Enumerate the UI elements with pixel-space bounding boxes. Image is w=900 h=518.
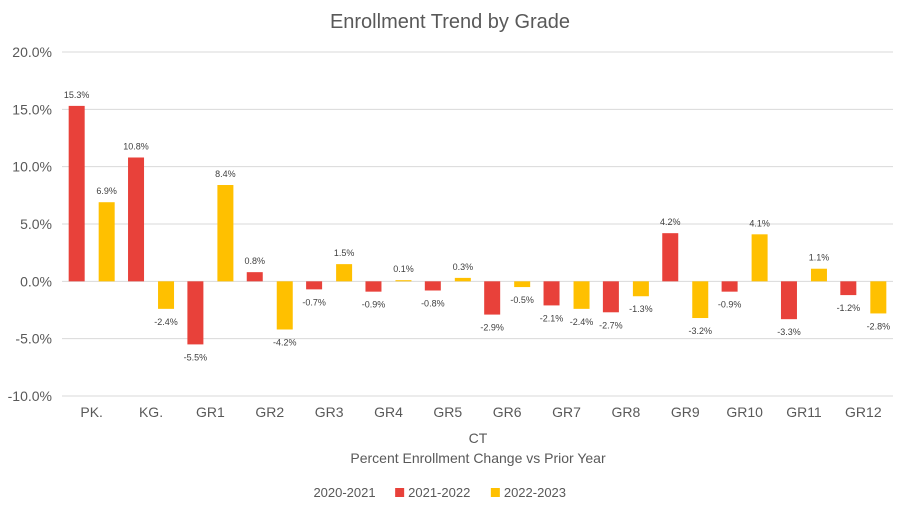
bar-2021-2022-GR3 [306, 281, 323, 290]
bars [68, 105, 887, 345]
bar-2022-2023-KG. [158, 281, 175, 309]
bar-2021-2022-PK. [68, 105, 85, 282]
bar-2021-2022-GR11 [780, 281, 797, 320]
bar-2021-2022-GR2 [246, 272, 263, 282]
data-label: -3.3% [777, 327, 801, 337]
bar-2021-2022-GR4 [365, 281, 382, 292]
y-tick-label: 5.0% [20, 216, 52, 232]
x-tick-label: GR11 [786, 404, 822, 420]
data-label: 0.8% [244, 256, 265, 266]
data-label: -0.8% [421, 299, 445, 309]
x-tick-label: GR4 [374, 404, 403, 420]
bar-2022-2023-GR11 [810, 268, 827, 282]
bar-2022-2023-PK. [98, 202, 115, 282]
chart-title: Enrollment Trend by Grade [330, 11, 570, 33]
bar-2021-2022-GR5 [424, 281, 441, 291]
data-label: 1.1% [809, 253, 830, 263]
data-label: 4.1% [749, 218, 770, 228]
data-label: 8.4% [215, 169, 236, 179]
bar-2021-2022-GR8 [602, 281, 619, 313]
bar-2022-2023-GR12 [870, 281, 887, 314]
data-label: -2.7% [599, 320, 623, 330]
data-label: -0.5% [510, 295, 534, 305]
y-tick-label: 20.0% [12, 44, 52, 60]
legend-label: 2022-2023 [504, 485, 566, 500]
data-label: -1.2% [837, 303, 861, 313]
data-label: -2.4% [570, 317, 594, 327]
bar-2022-2023-GR7 [573, 281, 590, 309]
data-label: -5.5% [184, 352, 208, 362]
x-tick-label: GR3 [315, 404, 344, 420]
legend: 2020-2021 2021-2022 2022-2023 [313, 485, 566, 500]
bar-2022-2023-GR5 [454, 277, 471, 282]
data-label: -2.9% [480, 323, 504, 333]
data-label: 1.5% [334, 248, 355, 258]
data-label: -2.1% [540, 313, 564, 323]
x-axis-tick-labels: PK. KG. GR1 GR2 GR3 GR4 GR5 GR6 GR7 GR8 GR9 GR10 GR1… [80, 404, 881, 420]
data-label: -0.9% [362, 300, 386, 310]
bar-2022-2023-GR4 [395, 280, 412, 282]
x-tick-label: GR6 [493, 404, 522, 420]
data-label: -4.2% [273, 337, 297, 347]
data-label: 4.2% [660, 217, 681, 227]
bar-2021-2022-GR10 [721, 281, 738, 292]
y-axis-tick-labels: -10.0% -5.0% 0.0% 5.0% 10.0% 15.0% 20.0% [8, 44, 52, 404]
data-label: -0.7% [302, 297, 326, 307]
x-tick-label: GR12 [845, 404, 882, 420]
x-tick-label: KG. [139, 404, 163, 420]
x-tick-label: GR1 [196, 404, 225, 420]
legend-label: 2020-2021 [313, 485, 375, 500]
bar-2021-2022-GR1 [187, 281, 204, 345]
bar-2022-2023-GR3 [336, 264, 353, 282]
data-label: -3.2% [688, 326, 712, 336]
data-label: 10.8% [123, 141, 149, 151]
bar-2021-2022-GR6 [484, 281, 501, 315]
bar-2021-2022-GR7 [543, 281, 560, 306]
x-tick-label: GR10 [726, 404, 763, 420]
data-label: 0.3% [453, 262, 474, 272]
x-tick-label: GR2 [255, 404, 284, 420]
bar-2022-2023-GR6 [514, 281, 531, 288]
legend-label: 2021-2022 [408, 485, 470, 500]
x-tick-label: GR8 [611, 404, 640, 420]
y-tick-label: -10.0% [8, 388, 52, 404]
data-labels: 15.3% 10.8% -5.5% 0.8% -0.7% -0.9% -0.8% -2.9% -… [64, 90, 890, 363]
bar-2022-2023-GR8 [632, 281, 649, 297]
bar-2021-2022-GR9 [662, 233, 679, 282]
bar-2022-2023-GR9 [692, 281, 709, 319]
data-label: -2.8% [867, 321, 891, 331]
y-tick-label: 0.0% [20, 273, 52, 289]
bar-2022-2023-GR2 [276, 281, 293, 330]
data-label: -2.4% [154, 317, 178, 327]
x-tick-label: PK. [80, 404, 103, 420]
legend-swatch [490, 488, 500, 497]
bar-2021-2022-GR12 [840, 281, 857, 296]
bar-2021-2022-KG. [128, 157, 145, 282]
x-tick-label: GR7 [552, 404, 581, 420]
x-axis-title-line-1: CT [469, 430, 488, 446]
y-tick-label: -5.0% [15, 331, 52, 347]
x-axis-title-line-2: Percent Enrollment Change vs Prior Year [350, 450, 606, 466]
x-tick-label: GR5 [433, 404, 462, 420]
y-tick-label: 10.0% [12, 159, 52, 175]
data-label: -1.3% [629, 304, 653, 314]
bar-2022-2023-GR10 [751, 234, 768, 282]
data-label: 0.1% [393, 264, 414, 274]
legend-swatch [395, 488, 405, 497]
bar-2022-2023-GR1 [217, 185, 234, 282]
x-tick-label: GR9 [671, 404, 700, 420]
data-label: -0.9% [718, 300, 742, 310]
y-tick-label: 15.0% [12, 101, 52, 117]
data-label: 6.9% [96, 186, 117, 196]
data-label: 15.3% [64, 90, 90, 100]
